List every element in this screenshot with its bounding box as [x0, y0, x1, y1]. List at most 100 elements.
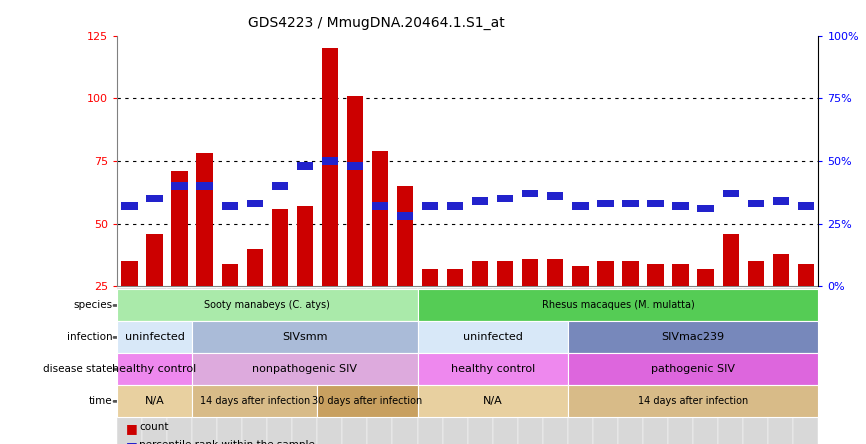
- Text: 14 days after infection: 14 days after infection: [199, 396, 310, 406]
- Bar: [247, 249, 263, 286]
- Text: Rhesus macaques (M. mulatta): Rhesus macaques (M. mulatta): [541, 301, 695, 310]
- Bar: [472, 197, 488, 205]
- Text: percentile rank within the sample: percentile rank within the sample: [139, 440, 315, 444]
- Bar: [272, 209, 288, 286]
- Bar: [272, 182, 288, 190]
- Bar: [468, 288, 493, 444]
- Text: ■: ■: [126, 422, 138, 435]
- Bar: [697, 269, 714, 286]
- Bar: [146, 195, 163, 202]
- Bar: [798, 264, 814, 286]
- Bar: [321, 48, 338, 286]
- Text: 14 days after infection: 14 days after infection: [638, 396, 748, 406]
- Bar: [222, 202, 238, 210]
- Bar: [222, 264, 238, 286]
- Bar: [397, 212, 413, 220]
- Bar: [747, 200, 764, 207]
- Bar: [743, 288, 768, 444]
- Bar: [117, 288, 142, 444]
- Bar: [447, 269, 463, 286]
- Bar: [367, 288, 392, 444]
- Text: species: species: [74, 301, 113, 310]
- Text: nonpathogenic SIV: nonpathogenic SIV: [252, 365, 358, 374]
- Bar: [392, 288, 417, 444]
- Bar: [397, 186, 413, 286]
- Bar: [497, 195, 514, 202]
- Bar: [793, 288, 818, 444]
- Bar: [772, 197, 789, 205]
- Bar: [317, 288, 342, 444]
- Bar: [171, 171, 188, 286]
- Bar: [623, 262, 638, 286]
- Bar: [372, 151, 388, 286]
- Bar: [598, 200, 614, 207]
- Bar: [121, 202, 138, 210]
- Text: GDS4223 / MmugDNA.20464.1.S1_at: GDS4223 / MmugDNA.20464.1.S1_at: [249, 16, 505, 30]
- Bar: [722, 190, 739, 197]
- Bar: [372, 202, 388, 210]
- Bar: [247, 200, 263, 207]
- FancyArrow shape: [113, 368, 124, 371]
- Bar: [623, 200, 638, 207]
- Text: count: count: [139, 422, 169, 432]
- Bar: [346, 162, 363, 170]
- Bar: [197, 154, 213, 286]
- Bar: [146, 234, 163, 286]
- Bar: [693, 288, 718, 444]
- FancyArrow shape: [113, 304, 124, 308]
- Text: N/A: N/A: [483, 396, 502, 406]
- Bar: [718, 288, 743, 444]
- Bar: [242, 288, 268, 444]
- Bar: [443, 288, 468, 444]
- Text: Sooty manabeys (C. atys): Sooty manabeys (C. atys): [204, 301, 330, 310]
- Bar: [346, 96, 363, 286]
- Text: ■: ■: [126, 440, 138, 444]
- Bar: [697, 205, 714, 212]
- Bar: [297, 206, 313, 286]
- Bar: [648, 200, 663, 207]
- Bar: [798, 202, 814, 210]
- Text: uninfected: uninfected: [462, 333, 522, 342]
- Bar: [572, 266, 589, 286]
- Bar: [342, 288, 367, 444]
- Bar: [321, 157, 338, 165]
- Bar: [543, 288, 568, 444]
- Text: uninfected: uninfected: [125, 333, 184, 342]
- Bar: [668, 288, 693, 444]
- Bar: [547, 192, 564, 200]
- Bar: [472, 262, 488, 286]
- Bar: [672, 264, 688, 286]
- Text: pathogenic SIV: pathogenic SIV: [651, 365, 735, 374]
- Bar: [747, 262, 764, 286]
- Bar: [518, 288, 543, 444]
- Bar: [447, 202, 463, 210]
- Bar: [121, 262, 138, 286]
- Bar: [292, 288, 317, 444]
- Bar: [598, 262, 614, 286]
- Bar: [547, 259, 564, 286]
- Bar: [493, 288, 518, 444]
- Text: disease state: disease state: [43, 365, 113, 374]
- Bar: [417, 288, 443, 444]
- Bar: [572, 202, 589, 210]
- Text: time: time: [89, 396, 113, 406]
- Bar: [297, 162, 313, 170]
- FancyArrow shape: [113, 336, 124, 340]
- Text: SIVsmm: SIVsmm: [282, 333, 327, 342]
- Bar: [422, 202, 438, 210]
- Bar: [192, 288, 217, 444]
- Text: healthy control: healthy control: [450, 365, 535, 374]
- Text: healthy control: healthy control: [113, 365, 197, 374]
- Bar: [722, 234, 739, 286]
- Bar: [568, 288, 593, 444]
- Bar: [672, 202, 688, 210]
- Bar: [268, 288, 293, 444]
- Bar: [142, 288, 167, 444]
- Bar: [593, 288, 618, 444]
- Bar: [522, 190, 539, 197]
- Text: infection: infection: [67, 333, 113, 342]
- Bar: [522, 259, 539, 286]
- Bar: [217, 288, 242, 444]
- Bar: [772, 254, 789, 286]
- FancyArrow shape: [113, 400, 124, 403]
